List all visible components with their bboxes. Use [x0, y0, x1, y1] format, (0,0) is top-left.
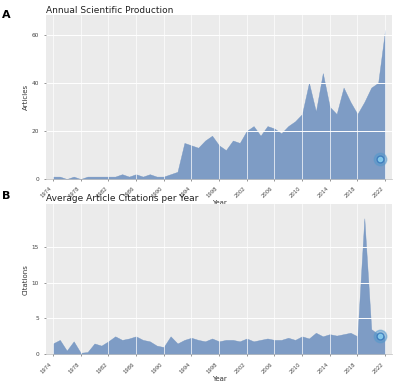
X-axis label: Year: Year: [212, 201, 226, 206]
Y-axis label: Citations: Citations: [23, 264, 29, 295]
Text: Average Article Citations per Year: Average Article Citations per Year: [46, 194, 198, 203]
Y-axis label: Articles: Articles: [23, 84, 29, 110]
Text: A: A: [2, 10, 11, 20]
X-axis label: Year: Year: [212, 376, 226, 382]
Text: Annual Scientific Production: Annual Scientific Production: [46, 6, 173, 15]
Text: B: B: [2, 191, 10, 201]
